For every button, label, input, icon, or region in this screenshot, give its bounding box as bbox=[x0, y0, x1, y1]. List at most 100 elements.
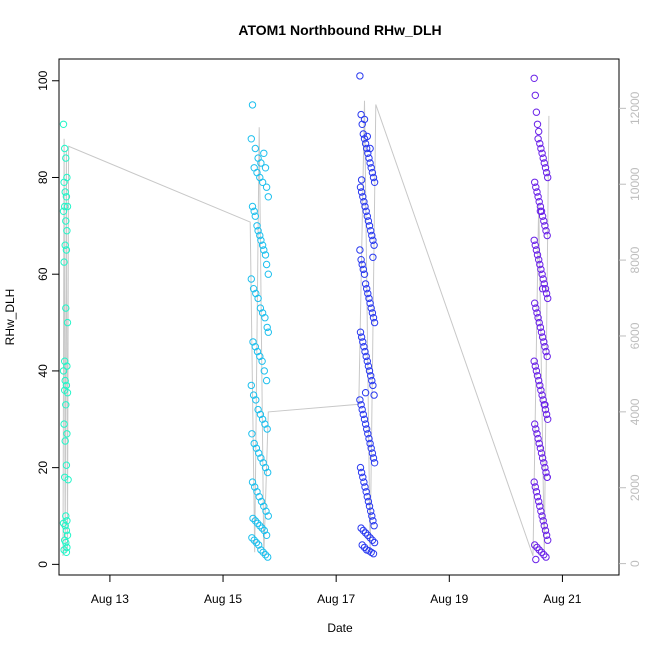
data-point bbox=[533, 372, 542, 380]
data-point bbox=[253, 347, 262, 356]
data-point bbox=[248, 534, 256, 542]
data-point bbox=[544, 173, 552, 182]
data-point bbox=[251, 144, 260, 153]
data-point bbox=[531, 483, 539, 491]
data-point bbox=[255, 541, 263, 549]
data-point bbox=[541, 164, 550, 172]
y2-tick-label: 10000 bbox=[628, 167, 642, 201]
data-point bbox=[356, 328, 365, 336]
data-point bbox=[368, 309, 377, 317]
data-point bbox=[366, 299, 374, 307]
data-point bbox=[540, 459, 548, 467]
data-point bbox=[254, 294, 262, 303]
data-point bbox=[63, 202, 72, 211]
data-point bbox=[542, 289, 551, 298]
data-point bbox=[63, 362, 71, 370]
data-point bbox=[535, 497, 543, 506]
data-point bbox=[535, 546, 543, 554]
data-point bbox=[361, 202, 369, 211]
data-point bbox=[359, 526, 367, 535]
data-point bbox=[62, 512, 70, 520]
data-point bbox=[365, 294, 373, 303]
data-point bbox=[248, 478, 257, 486]
data-point bbox=[531, 178, 539, 187]
data-point bbox=[61, 522, 69, 530]
data-point bbox=[253, 488, 261, 496]
data-point bbox=[535, 318, 543, 327]
data-point bbox=[366, 534, 374, 542]
data-point bbox=[62, 193, 71, 201]
altitude-trace-layer bbox=[62, 100, 550, 557]
data-point bbox=[536, 260, 544, 269]
data-point bbox=[542, 227, 550, 235]
data-point bbox=[247, 135, 256, 143]
data-point bbox=[369, 517, 377, 525]
data-point bbox=[257, 497, 266, 506]
x-axis: Aug 13 Aug 15 Aug 17 Aug 19 Aug 21 bbox=[91, 575, 582, 606]
data-point bbox=[361, 389, 370, 397]
data-point bbox=[365, 154, 373, 162]
data-point bbox=[540, 159, 548, 167]
data-point bbox=[62, 217, 70, 225]
data-point bbox=[544, 415, 552, 423]
data-point bbox=[360, 198, 368, 206]
data-point bbox=[537, 328, 546, 336]
data-point bbox=[539, 396, 547, 404]
data-point bbox=[364, 430, 372, 438]
data-point bbox=[537, 144, 545, 153]
y-tick-label: 40 bbox=[36, 364, 50, 378]
data-point bbox=[538, 285, 547, 293]
data-point bbox=[366, 159, 374, 167]
data-point bbox=[60, 202, 69, 211]
data-point bbox=[369, 314, 378, 322]
data-point bbox=[543, 231, 551, 240]
data-point bbox=[256, 231, 264, 240]
data-point bbox=[532, 108, 541, 116]
data-point bbox=[370, 318, 379, 327]
data-point bbox=[530, 478, 538, 486]
data-point bbox=[63, 389, 72, 397]
data-point bbox=[532, 304, 540, 312]
data-point bbox=[60, 546, 68, 554]
data-point bbox=[262, 260, 271, 269]
chart-title: ATOM1 Northbound RHw_DLH bbox=[238, 22, 441, 38]
data-point bbox=[256, 304, 265, 312]
y2-tick-label: 2000 bbox=[628, 474, 642, 501]
data-point bbox=[260, 367, 268, 375]
data-point bbox=[364, 217, 373, 225]
data-point bbox=[359, 265, 367, 274]
data-point bbox=[535, 127, 543, 136]
plot-frame bbox=[58, 58, 620, 576]
data-point bbox=[364, 362, 373, 370]
secondary-y-axis: 0 2000 4000 6000 8000 10000 12000 bbox=[619, 91, 642, 567]
data-point bbox=[251, 483, 259, 491]
data-point bbox=[536, 202, 545, 211]
data-point bbox=[362, 207, 370, 216]
data-point bbox=[368, 376, 376, 385]
data-point bbox=[539, 275, 547, 283]
data-point bbox=[61, 188, 69, 196]
data-point bbox=[61, 437, 69, 445]
data-point bbox=[366, 144, 374, 153]
data-point bbox=[60, 178, 68, 187]
data-point bbox=[535, 256, 543, 264]
data-point bbox=[367, 304, 375, 312]
data-point bbox=[370, 391, 378, 399]
data-point bbox=[532, 425, 540, 433]
data-point bbox=[264, 553, 272, 561]
data-point bbox=[530, 74, 538, 83]
y2-tick-label: 0 bbox=[628, 560, 642, 567]
data-point bbox=[262, 507, 270, 515]
data-point bbox=[364, 289, 372, 298]
data-point bbox=[359, 130, 367, 138]
data-point bbox=[541, 405, 550, 414]
data-point bbox=[536, 502, 544, 510]
series-1 bbox=[59, 120, 72, 556]
data-point bbox=[369, 173, 378, 182]
data-point bbox=[264, 512, 272, 520]
data-point bbox=[370, 178, 379, 187]
data-point bbox=[368, 168, 377, 177]
data-point bbox=[532, 555, 540, 564]
data-point bbox=[530, 357, 538, 365]
